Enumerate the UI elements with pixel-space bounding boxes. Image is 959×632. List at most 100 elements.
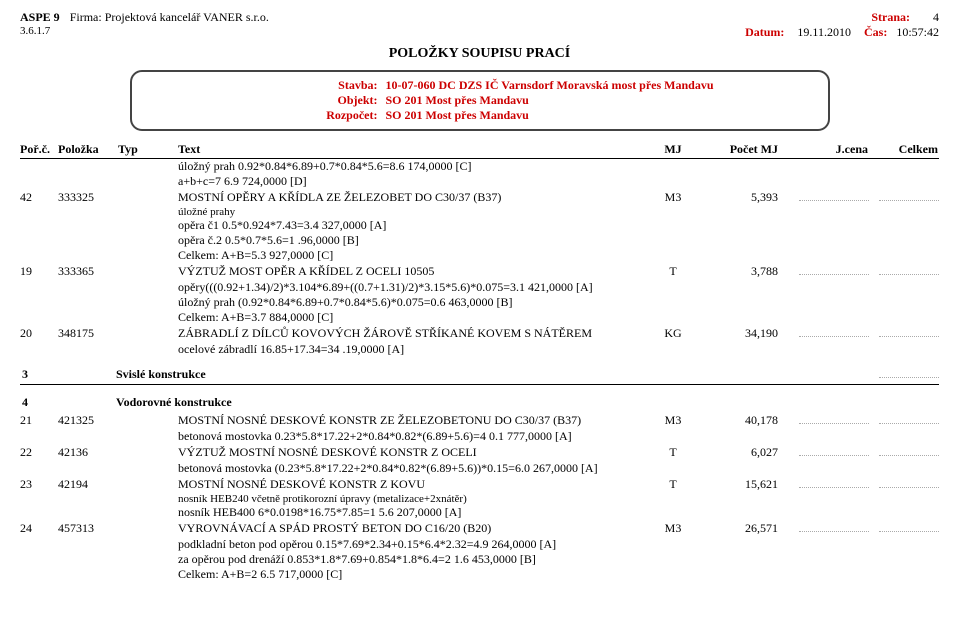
item-por: 24	[20, 521, 58, 536]
top-sub-line: úložný prah 0.92*0.84*6.89+0.7*0.84*5.6=…	[20, 159, 939, 174]
stavba-code: 10-07-060	[386, 78, 436, 92]
cas-value: 10:57:42	[896, 25, 939, 39]
col-por: Poř.č.	[20, 142, 58, 157]
jcena-field	[799, 477, 869, 488]
item-sub: opěra č.2 0.5*0.7*5.6=1 .96,0000 [B]	[20, 233, 939, 248]
item-sub: Celkem: A+B=3.7 884,0000 [C]	[20, 310, 939, 325]
item-pol: 421325	[58, 413, 118, 428]
item-sub: ocelové zábradlí 16.85+17.34=34 .19,0000…	[20, 342, 939, 357]
strana-value: 4	[933, 10, 939, 24]
col-polozka: Položka	[58, 142, 118, 157]
item-pocet: 3,788	[698, 264, 778, 279]
col-celkem: Celkem	[868, 142, 938, 157]
aspe-block: ASPE 9 3.6.1.7	[20, 10, 60, 37]
cas-label: Čas:	[864, 25, 887, 39]
celkem-field	[879, 264, 939, 275]
celkem-field	[879, 413, 939, 424]
item-pol: 42194	[58, 477, 118, 492]
col-typ: Typ	[118, 142, 178, 157]
item-sub: Celkem: A+B=2 6.5 717,0000 [C]	[20, 567, 939, 582]
rozpocet-code: SO 201	[386, 108, 423, 122]
item-sub: nosník HEB400 6*0.0198*16.75*7.85=1 5.6 …	[20, 505, 939, 520]
item-mj: T	[648, 264, 698, 279]
section-4-title: Vodorovné konstrukce	[38, 395, 232, 410]
item-mj: M3	[648, 521, 698, 536]
columns-header: Poř.č. Položka Typ Text MJ Počet MJ J.ce…	[20, 141, 939, 159]
objekt-code: SO 201	[386, 93, 423, 107]
item-text: MOSTNÍ OPĚRY A KŘÍDLA ZE ŽELEZOBET DO C3…	[178, 190, 648, 205]
rows-main: 42333325 MOSTNÍ OPĚRY A KŘÍDLA ZE ŽELEZOB…	[20, 189, 939, 357]
section-4-row: 4 Vodorovné konstrukce	[20, 391, 939, 412]
item-text: MOSTNÍ NOSNÉ DESKOVÉ KONSTR ZE ŽELEZOBET…	[178, 413, 648, 428]
firma-value: Projektová kancelář VANER s.r.o.	[105, 10, 269, 24]
item-por: 19	[20, 264, 58, 279]
page-header: ASPE 9 3.6.1.7 Firma: Projektová kancelá…	[20, 10, 939, 40]
firma-label: Firma:	[70, 10, 102, 24]
item-text: VÝZTUŽ MOSTNÍ NOSNÉ DESKOVÉ KONSTR Z OCE…	[178, 445, 648, 460]
item-por: 42	[20, 190, 58, 205]
jcena-field	[799, 445, 869, 456]
item-sub: podkladní beton pod opěrou 0.15*7.69*2.3…	[20, 537, 939, 552]
section-3-title: Svislé konstrukce	[38, 367, 206, 382]
page-title: POLOŽKY SOUPISU PRACÍ	[20, 46, 939, 62]
col-text: Text	[178, 142, 648, 157]
item-pocet: 15,621	[698, 477, 778, 492]
item-mj: KG	[648, 326, 698, 341]
rozpocet-name: Most přes Mandavu	[426, 108, 529, 122]
strana-label: Strana:	[871, 10, 910, 24]
celkem-field	[879, 190, 939, 201]
item-pocet: 26,571	[698, 521, 778, 536]
celkem-field	[879, 326, 939, 337]
item-row: 21421325 MOSTNÍ NOSNÉ DESKOVÉ KONSTR ZE Ž…	[20, 412, 939, 429]
item-sub: úložný prah (0.92*0.84*6.89+0.7*0.84*5.6…	[20, 295, 939, 310]
jcena-field	[799, 190, 869, 201]
datum-label: Datum:	[745, 25, 784, 39]
top-sub-line: a+b+c=7 6.9 724,0000 [D]	[20, 174, 939, 189]
item-pol: 42136	[58, 445, 118, 460]
project-info-box: Stavba: 10-07-060 DC DZS IČ Varnsdorf Mo…	[130, 70, 830, 131]
objekt-name: Most přes Mandavu	[426, 93, 529, 107]
jcena-field	[799, 521, 869, 532]
item-sub: betonová mostovka 0.23*5.8*17.22+2*0.84*…	[20, 429, 939, 444]
item-sub: nosník HEB240 včetně protikorozní úpravy…	[20, 493, 939, 505]
item-pocet: 34,190	[698, 326, 778, 341]
item-pocet: 40,178	[698, 413, 778, 428]
item-por: 20	[20, 326, 58, 341]
section-3-num: 3	[20, 367, 38, 382]
section-3-row: 3 Svislé konstrukce	[20, 363, 939, 385]
jcena-field	[799, 264, 869, 275]
item-pol: 348175	[58, 326, 118, 341]
item-row: 2342194MOSTNÍ NOSNÉ DESKOVÉ KONSTR Z KOV…	[20, 476, 939, 493]
rows-4: 21421325 MOSTNÍ NOSNÉ DESKOVÉ KONSTR ZE Ž…	[20, 412, 939, 582]
jcena-field	[799, 326, 869, 337]
datum-value: 19.11.2010	[797, 25, 851, 39]
firma-block: Firma: Projektová kancelář VANER s.r.o.	[70, 10, 269, 37]
item-sub: betonová mostovka (0.23*5.8*17.22+2*0.84…	[20, 461, 939, 476]
stavba-name: DC DZS IČ Varnsdorf Moravská most přes M…	[439, 78, 714, 92]
objekt-label: Objekt:	[146, 93, 386, 108]
item-pocet: 6,027	[698, 445, 778, 460]
item-row: 19333365 VÝZTUŽ MOST OPĚR A KŘÍDEL Z OCEL…	[20, 263, 939, 280]
item-pol: 457313	[58, 521, 118, 536]
item-sub: za opěrou pod drenáží 0.853*1.8*7.69+0.8…	[20, 552, 939, 567]
col-mj: MJ	[648, 142, 698, 157]
item-sub: opěry(((0.92+1.34)/2)*3.104*6.89+((0.7+1…	[20, 280, 939, 295]
item-row: 2242136VÝZTUŽ MOSTNÍ NOSNÉ DESKOVÉ KONST…	[20, 444, 939, 461]
top-subs: úložný prah 0.92*0.84*6.89+0.7*0.84*5.6=…	[20, 159, 939, 189]
item-sub: opěra č1 0.5*0.924*7.43=3.4 327,0000 [A]	[20, 218, 939, 233]
header-right: Strana: 4 Datum: 19.11.2010 Čas: 10:57:4…	[745, 10, 939, 40]
item-text: MOSTNÍ NOSNÉ DESKOVÉ KONSTR Z KOVU	[178, 477, 648, 492]
item-mj: T	[648, 445, 698, 460]
celkem-field	[879, 445, 939, 456]
rozpocet-label: Rozpočet:	[146, 108, 386, 123]
celkem-field	[879, 521, 939, 532]
item-pol: 333325	[58, 190, 118, 205]
col-jcena: J.cena	[778, 142, 868, 157]
stavba-label: Stavba:	[146, 78, 386, 93]
jcena-field	[799, 413, 869, 424]
item-pol: 333365	[58, 264, 118, 279]
item-sub: úložné prahy	[20, 206, 939, 218]
item-sub: Celkem: A+B=5.3 927,0000 [C]	[20, 248, 939, 263]
item-text: VÝZTUŽ MOST OPĚR A KŘÍDEL Z OCELI 10505	[178, 264, 648, 279]
item-por: 21	[20, 413, 58, 428]
